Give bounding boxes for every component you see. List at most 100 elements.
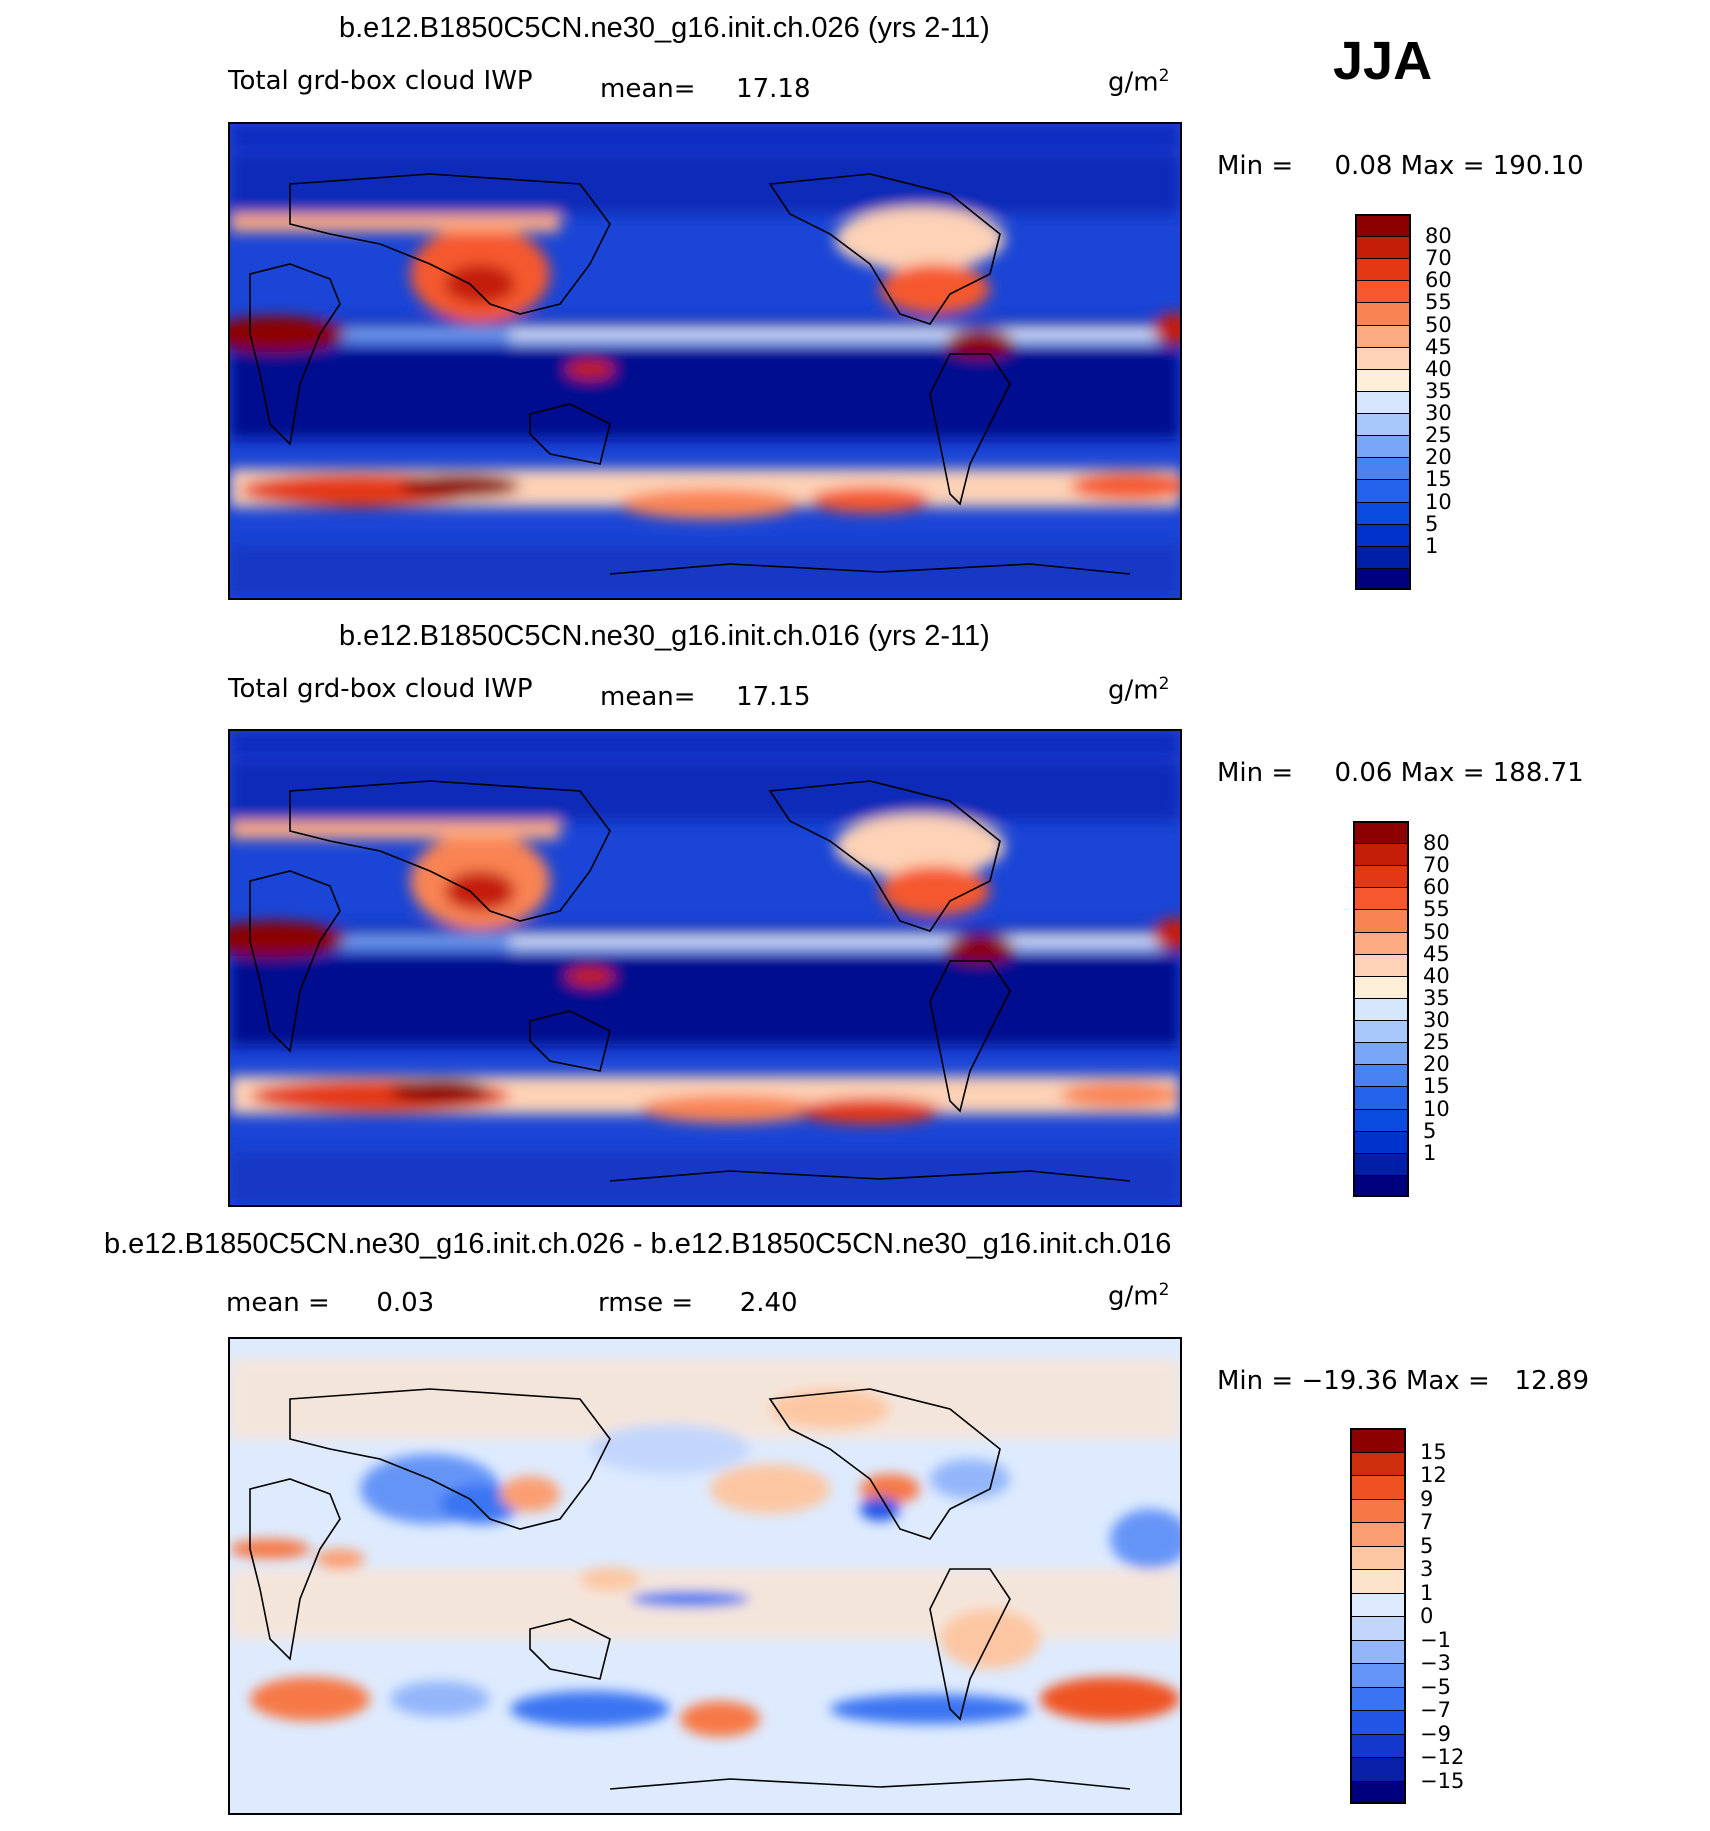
panel-1-max-label: Max = [1400, 151, 1485, 181]
colorbar-swatch [1355, 567, 1411, 590]
panel-3-max-value: 12.89 [1514, 1366, 1589, 1396]
colorbar-swatch [1353, 1108, 1409, 1131]
panel-3-mean-label: mean = [226, 1288, 330, 1318]
colorbar-swatch [1353, 997, 1409, 1021]
colorbar-tick-label: 1 [1420, 1580, 1434, 1605]
colorbar-tick-label: 40 [1423, 963, 1450, 988]
panel-2-minmax: Min = 0.06 Max = 188.71 [1217, 758, 1584, 788]
colorbar-tick-label: 15 [1423, 1074, 1450, 1099]
colorbar-swatch [1355, 435, 1411, 458]
colorbar-swatch [1353, 1064, 1409, 1087]
colorbar-swatch [1355, 523, 1411, 546]
colorbar-tick-label: 35 [1423, 985, 1450, 1010]
colorbar-tick-label: 5 [1423, 1118, 1437, 1143]
colorbar-frame [1353, 821, 1409, 1197]
colorbar-swatch [1355, 302, 1411, 325]
colorbar-tick-label: 1 [1423, 1140, 1437, 1165]
colorbar-swatch [1350, 1780, 1406, 1804]
colorbar-swatch [1353, 1020, 1409, 1043]
colorbar-swatch [1355, 545, 1411, 568]
colorbar-swatch [1353, 975, 1409, 998]
panel-2-map [205, 729, 1197, 1207]
panel-3-units: g/m2 [1108, 1280, 1169, 1312]
units-sup: 2 [1158, 674, 1170, 694]
colorbar-swatch [1350, 1451, 1406, 1475]
colorbar-tick-label: 40 [1425, 356, 1452, 381]
colorbar-swatch [1350, 1592, 1406, 1616]
colorbar-tick-label: 30 [1425, 401, 1452, 426]
colorbar-swatch [1353, 1130, 1409, 1153]
colorbar-tick-label: 80 [1425, 224, 1452, 249]
panel-3-rmse-value: 2.40 [739, 1288, 798, 1318]
colorbar-swatch [1353, 821, 1409, 844]
panel-3-rmse: rmse = 2.40 [598, 1288, 798, 1318]
panel-2-variable: Total grd-box cloud IWP [228, 674, 533, 704]
colorbar-tick-label: 1 [1425, 533, 1439, 558]
panel-3-mean-value: 0.03 [376, 1288, 435, 1318]
panel-3-title: b.e12.B1850C5CN.ne30_g16.init.ch.026 - b… [104, 1228, 1172, 1260]
colorbar-tick-label: −12 [1420, 1745, 1465, 1769]
panel-1-mean-value: 17.18 [736, 74, 811, 104]
panel-3-map [228, 1337, 1190, 1815]
colorbar-swatch [1355, 479, 1411, 502]
colorbar-swatch [1350, 1733, 1406, 1757]
colorbar-tick-label: 15 [1420, 1439, 1447, 1464]
colorbar-swatch [1350, 1686, 1406, 1710]
colorbar-tick-label: 50 [1423, 919, 1450, 944]
colorbar-swatch [1353, 909, 1409, 932]
colorbar-swatch [1350, 1639, 1406, 1663]
panel-1-variable: Total grd-box cloud IWP [228, 66, 533, 96]
colorbar-swatch [1355, 236, 1411, 259]
colorbar-swatch [1350, 1616, 1406, 1640]
panel-1-min-label: Min = [1217, 151, 1294, 181]
colorbar-tick-label: −15 [1420, 1768, 1465, 1793]
colorbar-tick-label: 0 [1420, 1604, 1434, 1628]
panel-2-map-svg [205, 731, 1197, 1205]
colorbar-tick-label: 45 [1423, 941, 1450, 966]
colorbar-tick-label: 45 [1425, 334, 1452, 359]
panel-3-rmse-label: rmse = [598, 1288, 694, 1318]
colorbar-tick-label: 60 [1425, 268, 1452, 293]
colorbar-swatch [1353, 887, 1409, 910]
colorbar-tick-label: 70 [1423, 853, 1450, 878]
colorbar-swatch [1350, 1663, 1406, 1687]
panel-3-colorbar: 15 12 9 7 5 3 1 0 −1 −3 −5 −7 −9 −12 −15 [1350, 1428, 1464, 1804]
colorbar-swatch [1353, 843, 1409, 866]
colorbar-tick-label: 55 [1425, 290, 1452, 315]
colorbar-tick-label: 12 [1420, 1463, 1447, 1487]
panel-1-mean: mean= 17.18 [600, 74, 811, 104]
colorbar-tick-label: 20 [1423, 1052, 1450, 1077]
panel-2-min-value: 0.06 [1334, 758, 1393, 788]
colorbar-tick-label: −3 [1420, 1651, 1451, 1675]
colorbar-tick-label: 35 [1425, 378, 1452, 403]
colorbar-tick-label: −7 [1420, 1698, 1451, 1722]
season-label: JJA [1333, 31, 1433, 91]
colorbar-tick-label: 3 [1420, 1557, 1434, 1581]
panel-1-colorbar: 80 70 60 55 50 45 40 35 30 25 20 15 10 5 1 [1355, 214, 1452, 590]
colorbar-swatch [1355, 457, 1411, 480]
colorbar-tick-label: −9 [1420, 1721, 1451, 1746]
colorbar-tick-label: 7 [1420, 1510, 1434, 1534]
colorbar-tick-label: 9 [1420, 1486, 1434, 1511]
panel-1-mean-label: mean= [600, 74, 696, 104]
colorbar-swatch [1355, 390, 1411, 414]
colorbar-swatch [1353, 931, 1409, 954]
colorbar-tick-label: 25 [1423, 1030, 1450, 1055]
panel-1-min-value: 0.08 [1334, 151, 1393, 181]
colorbar-swatch [1355, 258, 1411, 281]
colorbar-swatch [1353, 1174, 1409, 1197]
colorbar-swatch [1355, 346, 1411, 369]
colorbar-swatch [1350, 1569, 1406, 1593]
units-sup: 2 [1158, 1280, 1170, 1300]
panel-2-colorbar: 80 70 60 55 50 45 40 35 30 25 20 15 10 5 1 [1353, 821, 1450, 1197]
colorbar-tick-label: 5 [1425, 511, 1439, 536]
colorbar-tick-label: 10 [1423, 1096, 1450, 1121]
panel-2-mean-label: mean= [600, 682, 696, 712]
colorbar-frame [1355, 214, 1411, 590]
panel-2-mean: mean= 17.15 [600, 682, 811, 712]
panel-1-map [205, 122, 1197, 600]
colorbar-tick-label: 10 [1425, 489, 1452, 514]
panel-2-max-value: 188.71 [1492, 758, 1584, 788]
panel-1-map-svg [205, 124, 1197, 598]
panel-2-units: g/m2 [1108, 674, 1169, 706]
